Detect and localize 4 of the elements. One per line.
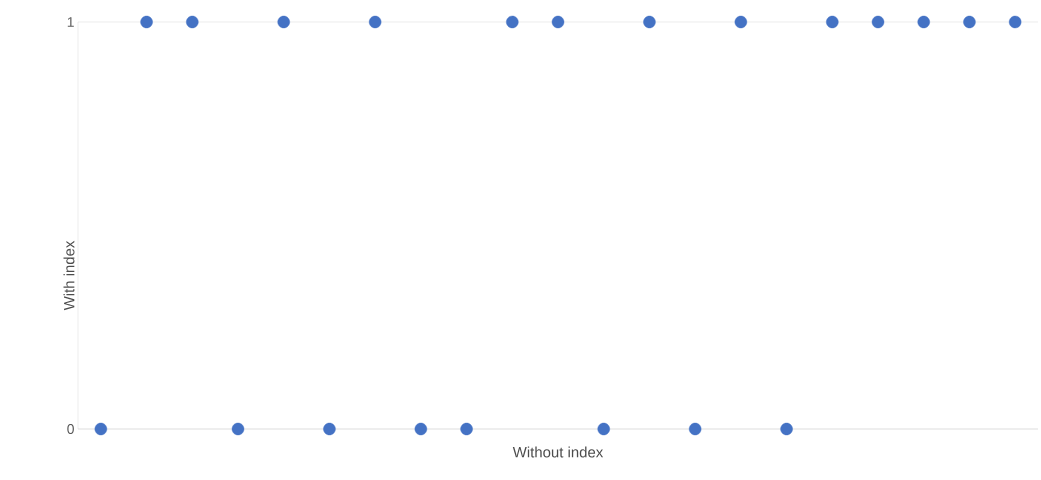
y-axis-title: With index (63, 240, 75, 311)
x-axis-title: Without index (512, 446, 604, 458)
y-tick-label: 0 (67, 424, 74, 434)
y-tick-label: 1 (67, 17, 74, 27)
